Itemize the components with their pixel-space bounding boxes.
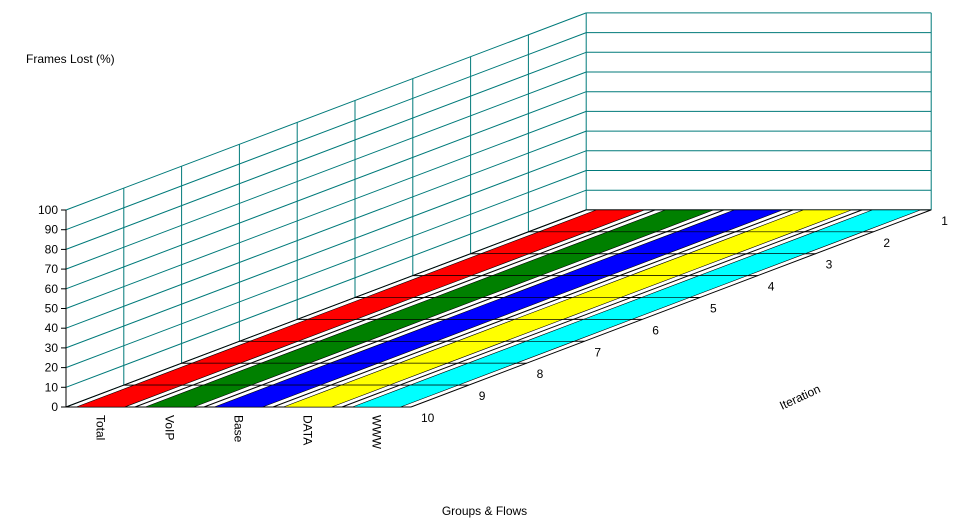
ribbon-voip: [145, 209, 714, 408]
y-tick-label: 30: [45, 341, 59, 355]
left-wall-gridline: [65, 150, 587, 349]
group-label: WWW: [370, 415, 384, 450]
left-wall-gridline: [65, 91, 587, 290]
iteration-label: 8: [537, 367, 544, 381]
group-label: Total: [94, 415, 108, 440]
tick-labels: 0 10 20 30 40 50 60 70 80 90 100 Total VoIP Base DATA W…: [38, 203, 948, 450]
y-tick-label: 60: [45, 282, 59, 296]
ribbon-data: [283, 209, 852, 408]
ribbon-series: [76, 209, 921, 408]
floor-group-line: [203, 209, 725, 408]
iteration-label: 1: [941, 214, 948, 228]
iteration-label: 5: [710, 302, 717, 316]
y-tick-label: 90: [45, 223, 59, 237]
z-axis-title: Iteration: [777, 382, 822, 413]
group-label: DATA: [301, 415, 315, 445]
y-tick-label: 40: [45, 321, 59, 335]
iteration-label: 4: [768, 280, 775, 294]
left-wall-gridline: [65, 32, 587, 231]
left-wall-gridline: [65, 189, 587, 388]
iteration-label: 9: [479, 389, 486, 403]
left-wall-gridline: [65, 170, 587, 369]
left-wall-gridline: [65, 130, 587, 329]
chart-walls: [65, 12, 932, 408]
floor-group-line: [65, 209, 587, 408]
floor-group-line: [341, 209, 863, 408]
left-wall-gridline: [65, 12, 587, 211]
ribbon-segment: [352, 384, 459, 408]
iteration-label: 7: [594, 345, 601, 359]
ribbon-segment: [76, 384, 183, 408]
y-tick-label: 20: [45, 361, 59, 375]
y-tick-label: 80: [45, 242, 59, 256]
ribbon-segment: [214, 384, 321, 408]
iteration-label: 10: [421, 411, 435, 425]
y-axis-title: Frames Lost (%): [26, 52, 115, 66]
left-wall-gridline: [65, 110, 587, 309]
iteration-label: 2: [883, 236, 890, 250]
ribbon-base: [214, 209, 783, 408]
floor-group-line: [410, 209, 932, 408]
y-tick-label: 100: [38, 203, 58, 217]
left-wall-gridline: [65, 71, 587, 270]
y-tick-label: 70: [45, 262, 59, 276]
x-axis-title: Groups & Flows: [441, 504, 528, 518]
group-label: VoIP: [163, 415, 177, 440]
ribbon-total: [76, 209, 645, 408]
ribbon-segment: [145, 384, 252, 408]
y-tick-label: 0: [51, 400, 58, 414]
floor-group-line: [134, 209, 656, 408]
y-tick-label: 10: [45, 380, 59, 394]
y-tick-label: 50: [45, 302, 59, 316]
ribbon-www: [352, 209, 921, 408]
floor-group-line: [272, 209, 794, 408]
iteration-label: 3: [826, 258, 833, 272]
left-wall-gridline: [65, 51, 587, 250]
ribbon-segment: [283, 384, 390, 408]
group-label: Base: [232, 415, 246, 443]
iteration-label: 6: [652, 323, 659, 337]
